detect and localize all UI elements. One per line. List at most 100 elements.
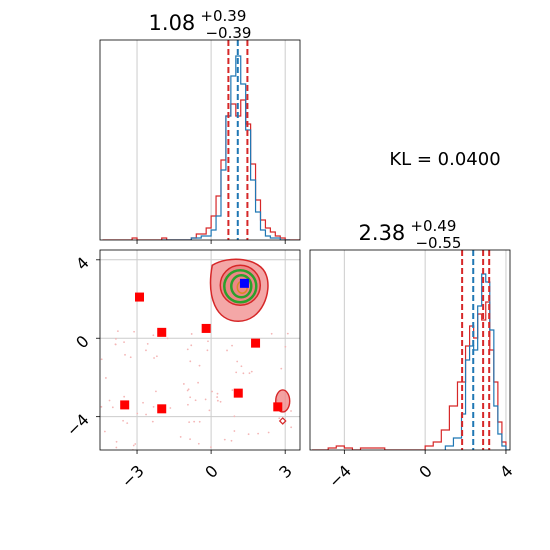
hist1-red-histogram [102, 99, 300, 240]
red-marker-5 [157, 404, 167, 414]
hist1-gridlines [136, 40, 286, 240]
scatter-sample-point [223, 438, 226, 441]
hist2-title-value: 2.38 [359, 221, 406, 245]
scatter-sample-point [210, 446, 212, 449]
scatter-sample-point [248, 372, 251, 375]
scatter-sample-point [194, 399, 197, 402]
scatter-sample-point [123, 341, 125, 344]
scatter-sample-point [204, 398, 207, 401]
scatter-sample-point [145, 349, 147, 352]
red-marker-3 [251, 338, 261, 348]
scatter-sample-point [190, 333, 193, 335]
scatter-sample-point [115, 337, 117, 340]
scatter-sample-point [236, 360, 239, 363]
scatter-sample-point [187, 403, 189, 406]
scatter-sample-point [145, 413, 147, 416]
scatter-sample-point [108, 399, 111, 402]
scatter-sample-point [189, 360, 192, 363]
red-contour-tail-small [278, 417, 287, 425]
scatter-sample-point [290, 410, 292, 412]
scatter-sample-point [152, 405, 155, 408]
scatter-sample-point [115, 440, 118, 443]
scatter-sample-point [111, 406, 114, 409]
scatter-sample-point [216, 399, 219, 402]
scatter-sample-point [166, 337, 169, 340]
scatter-sample-point [136, 412, 139, 415]
hist2-xtick-label-2: 4 [496, 461, 517, 482]
hist1-title-value: 1.08 [149, 11, 196, 35]
hist2-gridlines [343, 250, 507, 450]
scatter-sample-point [247, 433, 250, 436]
scatter-sample-point [115, 446, 118, 449]
scatter-sample-point [197, 381, 199, 384]
hist2-title-upper-error: +0.49 [410, 217, 456, 235]
scatter-sample-point [188, 421, 191, 423]
scatter-sample-point [231, 344, 233, 347]
scatter-xtick-label-0: −3 [118, 461, 148, 491]
scatter-sample-point [286, 332, 289, 335]
scatter-xtick-label-1: 0 [201, 461, 222, 482]
scatter-sample-point [216, 392, 219, 395]
red-marker-6 [233, 388, 243, 398]
scatter-sample-point [290, 426, 293, 429]
green-contour-inner [230, 274, 253, 299]
scatter-sample-point [151, 420, 154, 423]
hist1-ticks [136, 240, 286, 244]
scatter-sample-point [126, 422, 129, 425]
scatter-sample-point [208, 409, 211, 412]
scatter-sample-point [179, 436, 182, 438]
green-contour-outer [223, 269, 258, 304]
scatter-sample-point [198, 364, 201, 367]
scatter-sample-point [207, 340, 209, 343]
scatter-panel: −3 0 3 −4 0 4 [63, 249, 301, 491]
scatter-sample-point [197, 442, 200, 445]
scatter-sample-point [211, 390, 213, 393]
hist1-frame [99, 39, 301, 241]
scatter-sample-point [155, 355, 158, 358]
scatter-sample-point [284, 345, 287, 348]
scatter-gridlines [100, 250, 300, 450]
scatter-ytick-label-0: −4 [63, 410, 93, 440]
scatter-sample-point [190, 344, 193, 347]
hist2-content [312, 250, 510, 450]
scatter-xtick-label-2: 3 [275, 461, 296, 482]
scatter-sample-point [103, 430, 106, 433]
hist1-title-upper-error: +0.39 [200, 7, 246, 25]
hist2-title-lower-error: −0.55 [415, 234, 461, 252]
scatter-sample-point [280, 367, 283, 370]
scatter-sample-point [142, 401, 144, 404]
scatter-sample-point [235, 371, 238, 374]
scatter-sample-point [124, 353, 126, 356]
scatter-sample-point [182, 383, 185, 385]
histogram-param-2: −4 0 4 2.38 +0.49 −0.55 [309, 217, 517, 491]
scatter-sample-point [206, 349, 209, 352]
scatter-sample-point [132, 444, 135, 447]
scatter-sample-point [219, 400, 222, 403]
hist1-title-lower-error: −0.39 [205, 24, 251, 42]
hist1-content [102, 40, 300, 240]
histogram-param-1: 1.08 +0.39 −0.39 [99, 6, 301, 244]
red-marker-7 [273, 402, 283, 412]
scatter-sample-point [233, 430, 236, 432]
hist2-frame [309, 249, 511, 451]
scatter-sample-point [123, 395, 126, 398]
hist2-red-histogram [312, 301, 507, 450]
scatter-sample-point [231, 389, 234, 392]
scatter-sample-point [146, 343, 149, 345]
scatter-sample-point [152, 334, 155, 337]
scatter-sample-point [226, 349, 228, 352]
scatter-sample-point [155, 390, 157, 393]
scatter-sample-point [169, 407, 172, 409]
scatter-sample-point [186, 348, 189, 351]
hist1-title: 1.08 +0.39 −0.39 [149, 6, 252, 42]
scatter-sample-point [105, 377, 107, 379]
scatter-sample-point [193, 420, 196, 423]
scatter-sample-point [257, 432, 260, 435]
scatter-sample-point [116, 330, 119, 333]
hist2-xtick-label-1: 0 [415, 461, 436, 482]
scatter-sample-point [267, 431, 270, 434]
scatter-sample-point [133, 330, 135, 333]
kl-divergence-label: KL = 0.0400 [389, 149, 500, 170]
red-marker-1 [157, 327, 167, 337]
